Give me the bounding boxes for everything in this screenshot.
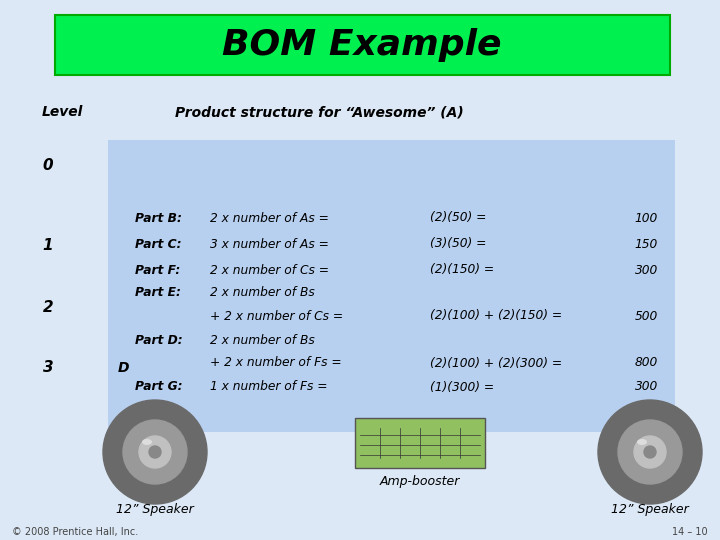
Bar [108,140,675,432]
Circle shape [618,420,682,484]
Text: 100: 100 [635,212,658,225]
Text: BOM Example: BOM Example [222,28,502,62]
Text: (1)(300) =: (1)(300) = [430,381,494,394]
Text: + 2 x number of Cs =: + 2 x number of Cs = [210,309,343,322]
Text: 500: 500 [635,309,658,322]
Text: D: D [118,361,130,375]
Text: 12” Speaker: 12” Speaker [116,503,194,516]
Text: Part E:: Part E: [135,287,181,300]
Text: + 2 x number of Fs =: + 2 x number of Fs = [210,356,341,369]
Text: 2 x number of Bs: 2 x number of Bs [210,287,315,300]
Text: Part D:: Part D: [135,334,183,347]
Text: (3)(50) =: (3)(50) = [430,238,487,251]
Circle shape [139,436,171,468]
Circle shape [123,420,187,484]
Text: Amp-booster: Amp-booster [380,476,460,489]
Circle shape [598,400,702,504]
Text: Part G:: Part G: [135,381,182,394]
Text: (2)(100) + (2)(150) =: (2)(100) + (2)(150) = [430,309,562,322]
Text: (2)(100) + (2)(300) =: (2)(100) + (2)(300) = [430,356,562,369]
Text: Part F:: Part F: [135,264,180,276]
Text: Product structure for “Awesome” (A): Product structure for “Awesome” (A) [175,105,464,119]
Text: 1 x number of Fs =: 1 x number of Fs = [210,381,328,394]
Text: Part B:: Part B: [135,212,182,225]
Circle shape [644,446,656,458]
Text: 300: 300 [635,381,658,394]
Circle shape [149,446,161,458]
Text: (2)(50) =: (2)(50) = [430,212,487,225]
Text: (2)(150) =: (2)(150) = [430,264,494,276]
Text: 300: 300 [635,264,658,276]
Text: Level: Level [42,105,84,119]
Text: 2: 2 [42,300,53,315]
Text: 14 – 10: 14 – 10 [672,527,708,537]
Bar [355,418,485,468]
Text: 150: 150 [635,238,658,251]
Text: 2 x number of Cs =: 2 x number of Cs = [210,264,329,276]
Text: 3: 3 [42,361,53,375]
Ellipse shape [142,439,152,445]
Text: 2 x number of As =: 2 x number of As = [210,212,329,225]
Text: 2 x number of Bs: 2 x number of Bs [210,334,315,347]
Circle shape [634,436,666,468]
Ellipse shape [637,439,647,445]
Text: 0: 0 [42,158,53,172]
Text: Part C:: Part C: [135,238,181,251]
Text: 3 x number of As =: 3 x number of As = [210,238,329,251]
Text: 12” Speaker: 12” Speaker [611,503,689,516]
Text: © 2008 Prentice Hall, Inc.: © 2008 Prentice Hall, Inc. [12,527,138,537]
Text: 1: 1 [42,238,53,253]
Text: 800: 800 [635,356,658,369]
Bar [55,15,670,75]
Circle shape [103,400,207,504]
